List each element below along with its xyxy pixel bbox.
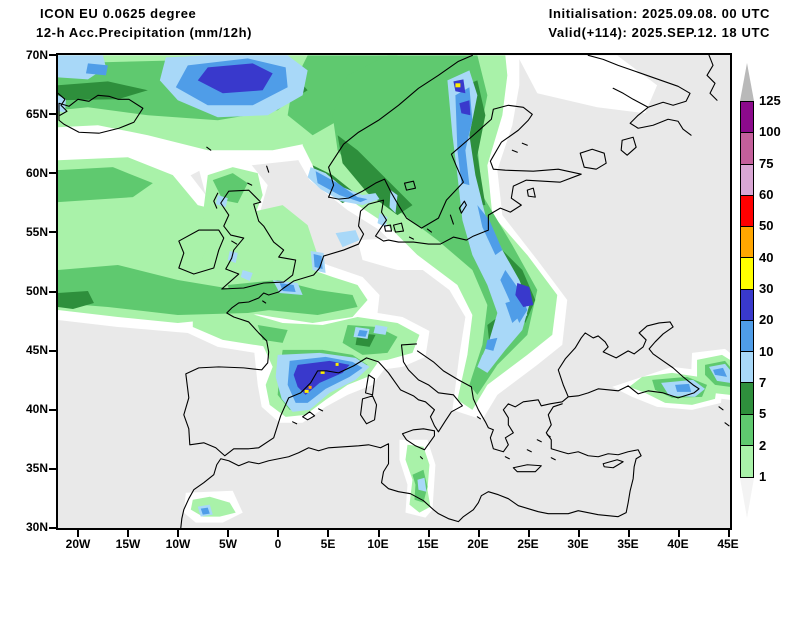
lon-label-5e: 5E	[320, 537, 336, 551]
parameter-title: 12-h Acc.Precipitation (mm/12h)	[36, 25, 253, 40]
lat-label-45n: 45N	[25, 343, 48, 357]
colorbar-label-20: 20	[759, 312, 774, 327]
precipitation-map	[58, 55, 730, 528]
valid-time-label: Valid(+114): 2025.SEP.12. 18 UTC	[548, 25, 770, 40]
lon-label-35e: 35E	[617, 537, 639, 551]
lon-tick	[578, 530, 580, 537]
lon-label-20e: 20E	[467, 537, 489, 551]
lon-tick	[728, 530, 730, 537]
colorbar-cell	[741, 102, 753, 134]
colorbar-cell	[741, 383, 753, 415]
lon-label-15e: 15E	[417, 537, 439, 551]
lon-tick	[327, 530, 329, 537]
lon-label-10e: 10E	[367, 537, 389, 551]
colorbar-cell	[741, 133, 753, 165]
lat-tick	[49, 468, 56, 470]
colorbar-label-10: 10	[759, 344, 774, 359]
lon-tick	[678, 530, 680, 537]
coastline-layer	[58, 55, 730, 528]
lon-label-45e: 45E	[717, 537, 739, 551]
lat-label-70n: 70N	[25, 48, 48, 62]
colorbar-label-40: 40	[759, 250, 774, 265]
colorbar-label-50: 50	[759, 218, 774, 233]
lat-label-60n: 60N	[25, 166, 48, 180]
colorbar-cell	[741, 227, 753, 259]
colorbar	[740, 101, 754, 478]
lat-label-55n: 55N	[25, 225, 48, 239]
lon-tick	[478, 530, 480, 537]
colorbar-underflow-arrow	[740, 478, 754, 518]
lat-tick	[49, 350, 56, 352]
lon-tick	[428, 530, 430, 537]
lon-tick	[378, 530, 380, 537]
lon-label-5w: 5W	[219, 537, 237, 551]
lat-label-35n: 35N	[25, 461, 48, 475]
lon-label-40e: 40E	[667, 537, 689, 551]
colorbar-label-5: 5	[759, 406, 767, 421]
lat-label-30n: 30N	[25, 520, 48, 534]
lon-tick	[528, 530, 530, 537]
colorbar-cell	[741, 320, 753, 352]
model-title: ICON EU 0.0625 degree	[40, 6, 197, 21]
lat-tick	[49, 527, 56, 529]
colorbar-label-75: 75	[759, 156, 774, 171]
colorbar-label-7: 7	[759, 375, 767, 390]
lat-label-40n: 40N	[25, 402, 48, 416]
colorbar-label-1: 1	[759, 469, 767, 484]
lon-tick	[277, 530, 279, 537]
lon-label-20w: 20W	[65, 537, 91, 551]
initialisation-label: Initialisation: 2025.09.08. 00 UTC	[548, 6, 770, 21]
lon-tick	[127, 530, 129, 537]
lon-label-10w: 10W	[165, 537, 191, 551]
lat-tick	[49, 231, 56, 233]
lat-tick	[49, 409, 56, 411]
lat-tick	[49, 172, 56, 174]
lon-tick	[177, 530, 179, 537]
colorbar-label-60: 60	[759, 187, 774, 202]
lat-label-65n: 65N	[25, 107, 48, 121]
colorbar-cell	[741, 289, 753, 321]
lat-tick	[49, 113, 56, 115]
lat-tick	[49, 291, 56, 293]
lon-label-15w: 15W	[115, 537, 141, 551]
colorbar-cell	[741, 195, 753, 227]
rain-extreme-layer	[304, 83, 461, 393]
colorbar-label-125: 125	[759, 93, 781, 108]
colorbar-cell	[741, 414, 753, 446]
colorbar-overflow-arrow	[740, 63, 754, 101]
lat-tick	[49, 54, 56, 56]
lon-label-30e: 30E	[567, 537, 589, 551]
colorbar-cell	[741, 164, 753, 196]
lon-tick	[227, 530, 229, 537]
colorbar-label-100: 100	[759, 124, 781, 139]
lon-tick	[628, 530, 630, 537]
colorbar-cell	[741, 445, 753, 477]
lon-label-25e: 25E	[517, 537, 539, 551]
lon-tick	[77, 530, 79, 537]
colorbar-cell	[741, 352, 753, 384]
colorbar-label-2: 2	[759, 438, 767, 453]
lat-label-50n: 50N	[25, 284, 48, 298]
colorbar-label-30: 30	[759, 281, 774, 296]
lon-label-0: 0	[274, 537, 282, 551]
colorbar-cell	[741, 258, 753, 290]
